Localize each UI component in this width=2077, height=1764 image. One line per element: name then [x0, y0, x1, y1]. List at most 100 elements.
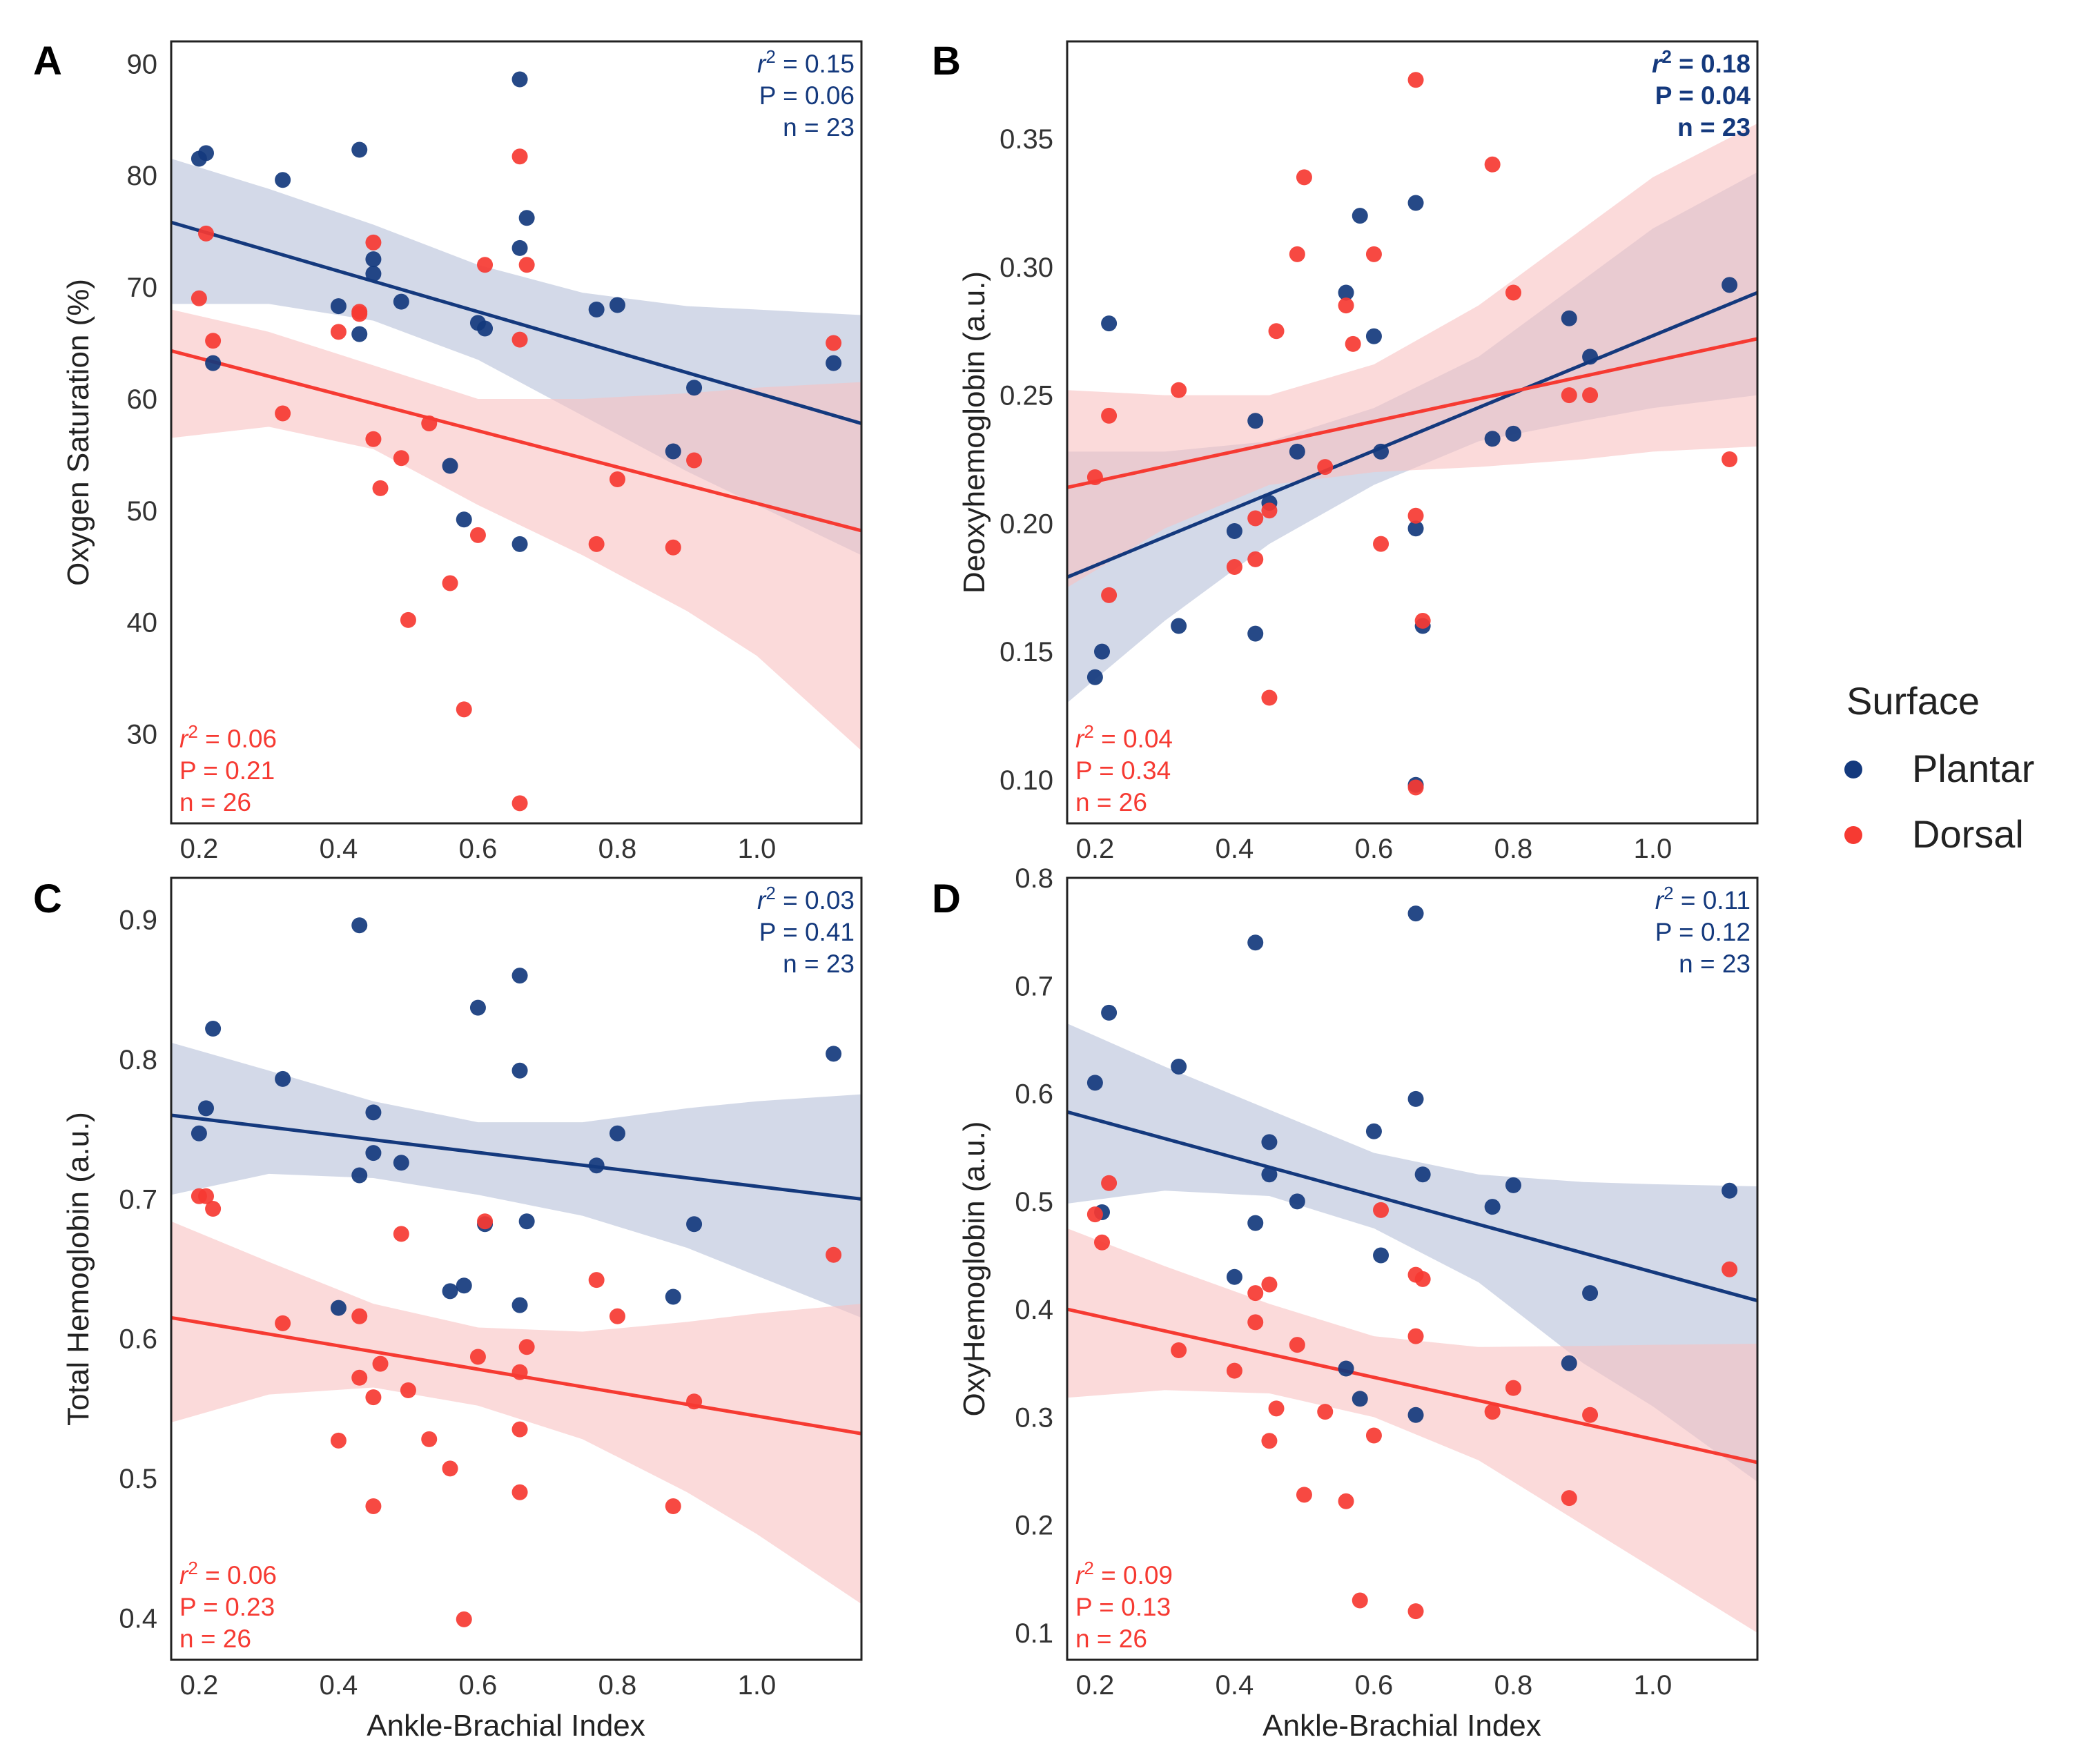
point-dorsal-18 — [511, 1421, 528, 1438]
point-plantar-15 — [511, 1062, 528, 1079]
y-tick-label: 70 — [127, 273, 158, 303]
y-axis-label: Total Hemoglobin (a.u.) — [61, 1112, 95, 1426]
point-dorsal-16 — [477, 1213, 494, 1230]
x-tick-label: 0.2 — [1076, 1670, 1115, 1701]
point-dorsal-13 — [442, 1460, 458, 1477]
stats-dorsal-n: n = 26 — [179, 1625, 251, 1653]
point-dorsal-9 — [1268, 323, 1285, 340]
point-plantar-19 — [1561, 310, 1577, 326]
point-dorsal-5 — [1247, 510, 1264, 527]
point-plantar-17 — [1407, 1407, 1424, 1423]
stats-plantar-r2: r2 = 0.15 — [757, 46, 855, 78]
point-plantar-5 — [351, 141, 368, 158]
x-tick-label: 0.6 — [459, 1670, 498, 1701]
plot-area — [171, 917, 861, 1627]
legend-marker-dorsal — [1844, 826, 1862, 844]
x-tick-label: 0.8 — [598, 1670, 637, 1701]
point-dorsal-12 — [1317, 459, 1334, 476]
point-dorsal-12 — [421, 415, 438, 432]
point-plantar-17 — [1484, 431, 1501, 447]
panels: 0.2 0.4 0.6 0.8 1.0 30 40 50 60 70 80 90 Oxygen Satu… — [33, 39, 1759, 1743]
point-dorsal-1 — [1094, 1234, 1111, 1251]
stats-dorsal-n: n = 26 — [1075, 788, 1147, 816]
point-dorsal-0 — [1086, 469, 1103, 486]
point-dorsal-25 — [826, 1246, 842, 1263]
regression-line-plantar — [171, 220, 861, 425]
point-dorsal-0 — [1086, 1206, 1103, 1223]
stats-plantar-n: n = 23 — [783, 113, 855, 141]
stats-plantar-n: n = 23 — [1677, 113, 1751, 141]
point-plantar-9 — [1289, 1193, 1305, 1210]
point-plantar-20 — [1582, 349, 1599, 365]
stats-plantar-p: P = 0.12 — [1655, 918, 1751, 946]
stats-dorsal-n: n = 26 — [1075, 1625, 1147, 1653]
legend-label-plantar: Plantar — [1912, 747, 2034, 790]
point-dorsal-7 — [365, 234, 382, 251]
point-dorsal-10 — [393, 450, 409, 467]
x-tick-label: 0.6 — [1355, 834, 1394, 864]
point-plantar-18 — [588, 1157, 605, 1174]
point-plantar-12 — [1365, 1123, 1382, 1139]
point-dorsal-9 — [372, 480, 389, 496]
point-dorsal-11 — [1296, 1487, 1312, 1503]
point-dorsal-10 — [393, 1226, 409, 1242]
x-tick-label: 0.4 — [1216, 834, 1254, 864]
point-dorsal-23 — [1561, 387, 1577, 404]
point-dorsal-14 — [456, 1611, 472, 1627]
point-plantar-6 — [1247, 625, 1264, 642]
point-dorsal-12 — [1317, 1404, 1334, 1420]
point-dorsal-15 — [469, 1349, 486, 1365]
x-tick-label: 0.6 — [1355, 1670, 1394, 1701]
point-plantar-3 — [275, 172, 291, 188]
point-dorsal-18 — [1407, 507, 1424, 524]
point-plantar-15 — [1407, 1090, 1424, 1107]
panel-a: 0.2 0.4 0.6 0.8 1.0 30 40 50 60 70 80 90 Oxygen Satu… — [33, 39, 863, 864]
point-plantar-14 — [1407, 520, 1424, 537]
point-dorsal-21 — [1484, 1404, 1501, 1420]
point-dorsal-21 — [588, 536, 605, 552]
x-tick-label: 0.2 — [1076, 834, 1115, 864]
point-plantar-21 — [1722, 277, 1738, 293]
point-dorsal-17 — [1407, 72, 1424, 88]
point-plantar-3 — [1171, 618, 1187, 634]
point-plantar-18 — [1484, 1199, 1501, 1215]
y-tick-label: 0.6 — [119, 1324, 157, 1355]
point-plantar-10 — [442, 1283, 458, 1300]
point-dorsal-9 — [372, 1355, 389, 1372]
point-plantar-2 — [1101, 315, 1118, 332]
point-dorsal-20 — [1407, 1603, 1424, 1620]
point-plantar-16 — [518, 1213, 535, 1230]
point-dorsal-2 — [205, 1201, 222, 1217]
point-dorsal-2 — [1101, 1175, 1118, 1191]
point-plantar-14 — [511, 71, 528, 88]
point-dorsal-8 — [1261, 1433, 1278, 1449]
point-plantar-3 — [1171, 1058, 1187, 1075]
point-dorsal-8 — [365, 431, 382, 447]
y-tick-label: 0.20 — [1000, 509, 1053, 539]
y-tick-label: 0.4 — [119, 1603, 157, 1634]
point-dorsal-11 — [1296, 169, 1312, 186]
point-dorsal-20 — [511, 795, 528, 812]
point-dorsal-23 — [665, 1498, 681, 1514]
point-dorsal-7 — [1261, 502, 1278, 519]
x-axis-label: Ankle-Brachial Index — [367, 1709, 645, 1743]
stats-plantar-r2: r2 = 0.11 — [1655, 883, 1751, 914]
point-plantar-2 — [1101, 1004, 1118, 1021]
panel-letter: A — [33, 39, 62, 84]
point-plantar-2 — [205, 355, 222, 371]
point-dorsal-17 — [511, 1364, 528, 1380]
point-plantar-3 — [275, 1070, 291, 1087]
point-plantar-0 — [1086, 1075, 1103, 1091]
y-tick-label: 0.15 — [1000, 637, 1053, 667]
point-plantar-11 — [456, 1277, 472, 1294]
point-plantar-4 — [1226, 523, 1242, 540]
y-tick-label: 0.2 — [1015, 1511, 1053, 1541]
point-plantar-20 — [665, 443, 681, 460]
x-tick-label: 0.4 — [1216, 1670, 1254, 1701]
point-dorsal-22 — [1505, 284, 1521, 301]
x-tick-label: 0.6 — [459, 834, 498, 864]
regression-line-plantar — [1067, 1110, 1757, 1303]
y-tick-label: 0.9 — [119, 905, 157, 936]
point-plantar-8 — [365, 1145, 382, 1162]
point-plantar-12 — [1373, 443, 1389, 460]
